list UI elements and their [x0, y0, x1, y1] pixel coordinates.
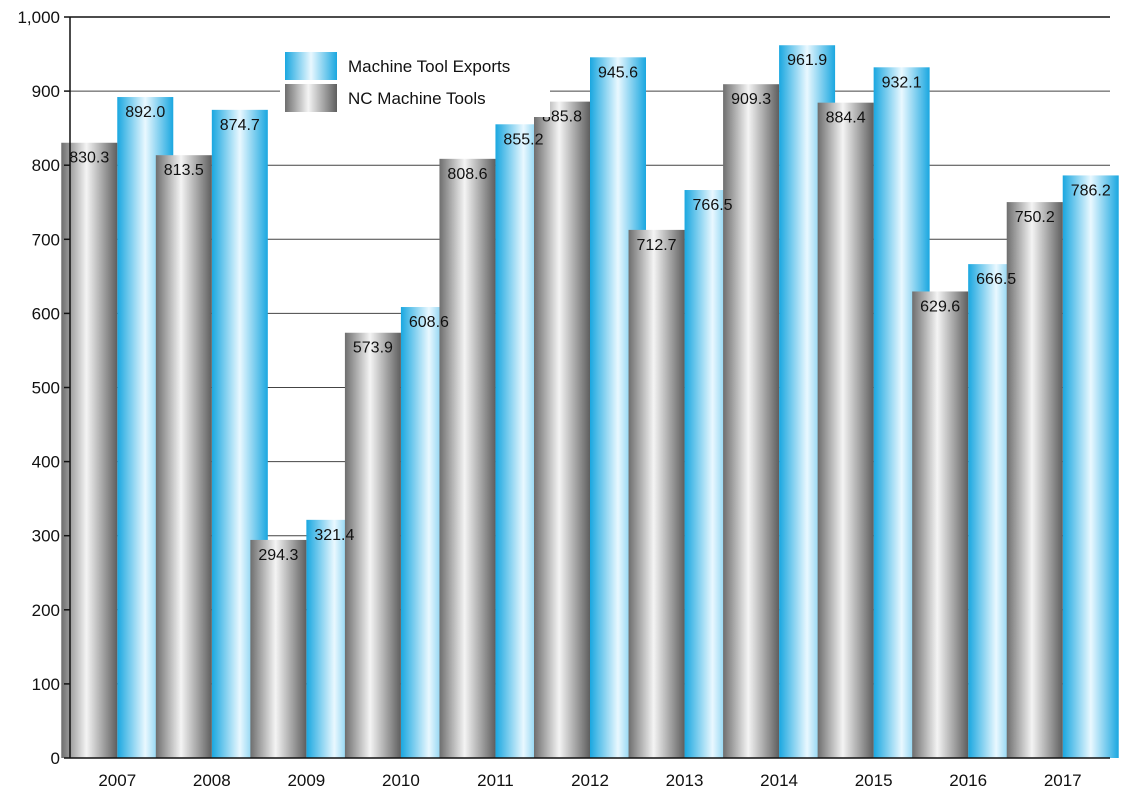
legend: Machine Tool Exports NC Machine Tools: [280, 45, 550, 117]
x-tick-label: 2012: [571, 771, 609, 790]
legend-swatch-nc: [285, 84, 337, 112]
x-tick-label: 2010: [382, 771, 420, 790]
bar-nc-machine-tools: [250, 539, 307, 758]
value-label-exports: 766.5: [693, 197, 733, 214]
x-tick-label: 2013: [666, 771, 704, 790]
value-label-nc: 573.9: [353, 340, 393, 357]
bar-nc-machine-tools: [439, 158, 496, 758]
bar-nc-machine-tools: [344, 332, 401, 758]
value-label-nc: 712.7: [637, 237, 677, 254]
y-tick-label: 100: [32, 675, 60, 694]
value-label-exports: 855.2: [503, 131, 543, 148]
y-tick-label: 600: [32, 304, 60, 323]
value-label-nc: 813.5: [164, 162, 204, 179]
y-tick-label: 800: [32, 156, 60, 175]
value-label-nc: 294.3: [258, 547, 298, 564]
bar-nc-machine-tools: [155, 155, 212, 758]
value-label-exports: 608.6: [409, 314, 449, 331]
value-label-exports: 932.1: [882, 74, 922, 91]
y-tick-label: 700: [32, 230, 60, 249]
value-label-exports: 945.6: [598, 64, 638, 81]
x-tick-label: 2015: [855, 771, 893, 790]
value-label-exports: 666.5: [976, 271, 1016, 288]
value-label-exports: 321.4: [314, 527, 354, 544]
y-tick-label: 400: [32, 453, 60, 472]
bar-nc-machine-tools: [817, 102, 874, 758]
x-tick-label: 2007: [98, 771, 136, 790]
legend-swatch-exports: [285, 52, 337, 80]
value-label-exports: 786.2: [1071, 182, 1111, 199]
value-label-nc: 885.8: [542, 109, 582, 126]
legend-label-exports: Machine Tool Exports: [348, 57, 510, 76]
y-tick-label: 300: [32, 527, 60, 546]
value-label-nc: 808.6: [447, 166, 487, 183]
y-tick-label: 1,000: [17, 8, 60, 27]
x-tick-label: 2008: [193, 771, 231, 790]
bar-nc-machine-tools: [628, 229, 685, 759]
value-label-nc: 909.3: [731, 91, 771, 108]
value-label-nc: 629.6: [920, 298, 960, 315]
value-label-exports: 892.0: [125, 104, 165, 121]
x-tick-label: 2017: [1044, 771, 1082, 790]
axes: 0 100 200 300 400 500 600 700 800 900 1,000 2007 200…: [17, 8, 1110, 790]
bar-nc-machine-tools: [1006, 202, 1063, 758]
bar-machine-tool-exports: [1062, 175, 1119, 759]
value-label-nc: 884.4: [826, 110, 866, 127]
y-tick-label: 0: [51, 749, 60, 768]
bar-nc-machine-tools: [723, 84, 780, 759]
y-tick-label: 200: [32, 601, 60, 620]
value-labels: 892.0 830.3 874.7 813.5 321.4 294.3 608.6 573.9…: [69, 52, 1111, 564]
x-tick-label: 2009: [287, 771, 325, 790]
x-tick-label: 2011: [477, 771, 514, 790]
y-tick-label: 900: [32, 82, 60, 101]
value-label-exports: 961.9: [787, 52, 827, 69]
bar-nc-machine-tools: [534, 101, 590, 759]
bars: [61, 45, 1119, 759]
bar-nc-machine-tools: [912, 291, 969, 758]
x-tick-label: 2014: [760, 771, 798, 790]
x-tick-label: 2016: [949, 771, 987, 790]
legend-label-nc: NC Machine Tools: [348, 89, 486, 108]
value-label-nc: 830.3: [69, 150, 109, 167]
value-label-nc: 750.2: [1015, 209, 1055, 226]
y-tick-label: 500: [32, 379, 60, 398]
value-label-exports: 874.7: [220, 117, 260, 134]
